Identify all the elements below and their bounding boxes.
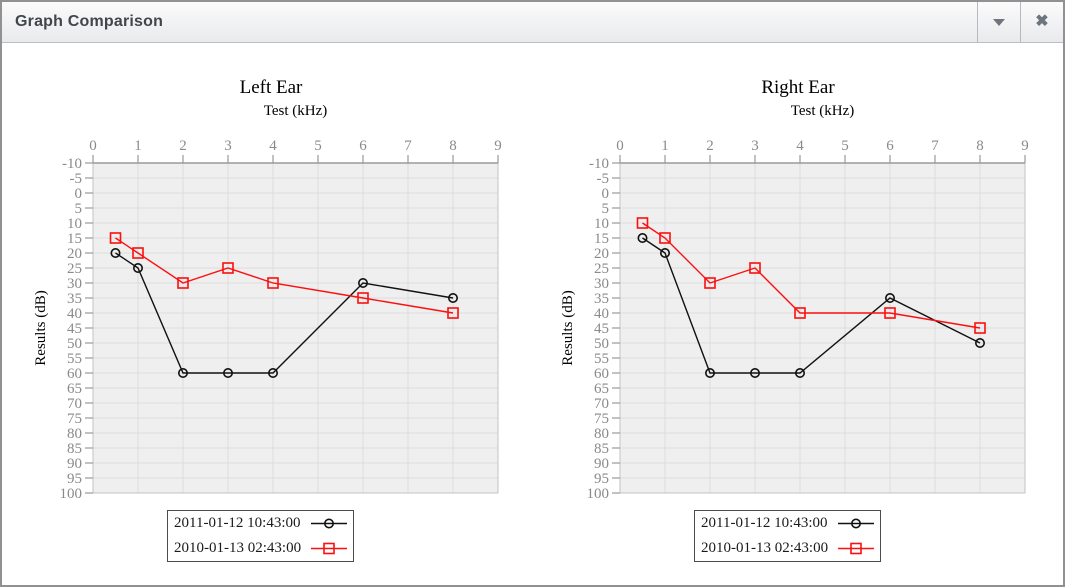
svg-text:4: 4 xyxy=(269,138,277,154)
svg-text:35: 35 xyxy=(67,291,82,307)
legend-series-label: 2010-01-13 02:43:00 xyxy=(701,540,829,556)
svg-text:8: 8 xyxy=(976,138,984,154)
svg-text:-10: -10 xyxy=(589,156,609,172)
svg-text:4: 4 xyxy=(796,138,804,154)
svg-text:-10: -10 xyxy=(62,156,82,172)
svg-text:30: 30 xyxy=(594,276,609,292)
svg-text:9: 9 xyxy=(1021,138,1029,154)
svg-text:Results (dB): Results (dB) xyxy=(33,290,49,365)
legend-series-label: 2011-01-12 10:43:00 xyxy=(174,515,301,531)
svg-text:10: 10 xyxy=(594,216,609,232)
svg-text:40: 40 xyxy=(67,306,82,322)
svg-text:Right Ear: Right Ear xyxy=(761,77,835,98)
svg-text:55: 55 xyxy=(67,351,82,367)
svg-text:55: 55 xyxy=(594,351,609,367)
svg-text:0: 0 xyxy=(602,186,610,202)
svg-text:75: 75 xyxy=(594,411,609,427)
svg-text:45: 45 xyxy=(594,321,609,337)
svg-text:60: 60 xyxy=(67,366,82,382)
right-ear-legend: 2011-01-12 10:43:00 2010-01-13 02:43:00 xyxy=(694,510,882,562)
svg-text:60: 60 xyxy=(594,366,609,382)
legend-series-label: 2010-01-13 02:43:00 xyxy=(174,540,302,556)
svg-text:40: 40 xyxy=(594,306,609,322)
window-title: Graph Comparison xyxy=(15,13,164,30)
svg-text:0: 0 xyxy=(616,138,624,154)
svg-text:80: 80 xyxy=(67,426,82,442)
svg-text:10: 10 xyxy=(67,216,82,232)
svg-text:100: 100 xyxy=(587,486,610,502)
svg-text:1: 1 xyxy=(661,138,669,154)
svg-text:0: 0 xyxy=(75,186,83,202)
svg-text:70: 70 xyxy=(594,396,609,412)
svg-text:50: 50 xyxy=(67,336,82,352)
svg-text:90: 90 xyxy=(67,456,82,472)
svg-text:6: 6 xyxy=(886,138,894,154)
collapse-button[interactable] xyxy=(977,2,1020,42)
red-square-series-marker-icon xyxy=(311,542,348,555)
triangle-down-icon xyxy=(993,18,1005,26)
svg-text:90: 90 xyxy=(594,456,609,472)
close-button[interactable]: ✖ xyxy=(1020,2,1063,42)
svg-text:5: 5 xyxy=(314,138,322,154)
svg-text:7: 7 xyxy=(404,138,412,154)
svg-text:65: 65 xyxy=(594,381,609,397)
titlebar-buttons: ✖ xyxy=(977,2,1063,42)
svg-text:50: 50 xyxy=(594,336,609,352)
svg-text:30: 30 xyxy=(67,276,82,292)
legend-row: 2011-01-12 10:43:00 xyxy=(695,511,880,536)
svg-text:15: 15 xyxy=(594,231,609,247)
svg-text:75: 75 xyxy=(67,411,82,427)
close-icon: ✖ xyxy=(1035,13,1049,30)
svg-text:7: 7 xyxy=(931,138,939,154)
svg-text:Test (kHz): Test (kHz) xyxy=(791,103,855,119)
svg-text:85: 85 xyxy=(67,441,82,457)
black-circle-series-marker-icon xyxy=(837,518,874,529)
svg-text:65: 65 xyxy=(67,381,82,397)
svg-text:80: 80 xyxy=(594,426,609,442)
svg-text:85: 85 xyxy=(594,441,609,457)
svg-text:-5: -5 xyxy=(70,171,83,187)
svg-text:25: 25 xyxy=(67,261,82,277)
svg-text:9: 9 xyxy=(494,138,502,154)
svg-text:95: 95 xyxy=(594,471,609,487)
svg-text:70: 70 xyxy=(67,396,82,412)
svg-text:5: 5 xyxy=(841,138,849,154)
window-titlebar[interactable]: Graph Comparison ✖ xyxy=(2,2,1063,43)
legend-series-label: 2011-01-12 10:43:00 xyxy=(701,515,828,531)
svg-text:5: 5 xyxy=(602,201,610,217)
svg-text:2: 2 xyxy=(706,138,714,154)
window-content: Left Ear Test (kHz) 0 1 2 3 4 5 6 7 8 9 -10 -5 0 5 10 15 2… xyxy=(2,44,1063,585)
black-circle-series-marker-icon xyxy=(310,518,347,529)
svg-text:45: 45 xyxy=(67,321,82,337)
svg-text:20: 20 xyxy=(67,246,82,262)
svg-text:-5: -5 xyxy=(597,171,610,187)
svg-text:95: 95 xyxy=(67,471,82,487)
svg-text:Test (kHz): Test (kHz) xyxy=(264,103,328,119)
svg-text:Left Ear: Left Ear xyxy=(240,77,303,98)
svg-text:8: 8 xyxy=(449,138,457,154)
left-ear-legend: 2011-01-12 10:43:00 2010-01-13 02:43:00 xyxy=(167,510,355,562)
svg-text:6: 6 xyxy=(359,138,367,154)
legend-row: 2011-01-12 10:43:00 xyxy=(168,511,353,536)
svg-text:5: 5 xyxy=(75,201,83,217)
svg-text:1: 1 xyxy=(134,138,142,154)
svg-text:25: 25 xyxy=(594,261,609,277)
svg-text:35: 35 xyxy=(594,291,609,307)
svg-text:0: 0 xyxy=(89,138,97,154)
svg-text:15: 15 xyxy=(67,231,82,247)
legend-row: 2010-01-13 02:43:00 xyxy=(168,536,353,561)
svg-text:Results (dB): Results (dB) xyxy=(560,290,576,365)
red-square-series-marker-icon xyxy=(838,542,875,555)
svg-text:3: 3 xyxy=(751,138,759,154)
svg-text:2: 2 xyxy=(179,138,187,154)
legend-row: 2010-01-13 02:43:00 xyxy=(695,536,880,561)
svg-text:20: 20 xyxy=(594,246,609,262)
svg-text:3: 3 xyxy=(224,138,232,154)
svg-text:100: 100 xyxy=(60,486,83,502)
